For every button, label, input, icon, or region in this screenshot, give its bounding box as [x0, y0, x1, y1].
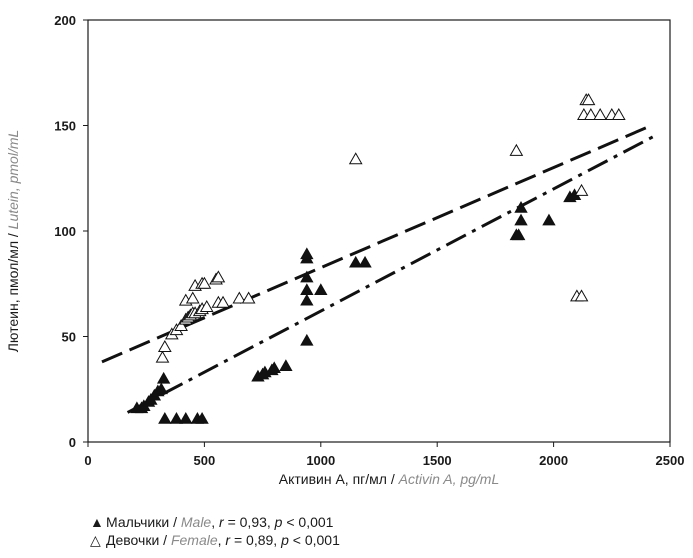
scatter-chart: 0 500 1000 1500 2000 2500 0 50 100 150 200 Активи…	[5, 13, 684, 487]
data-point-female	[211, 270, 226, 283]
plot-area-border	[87, 19, 671, 443]
y-axis-title-main: Лютеин, пмол/мл /	[5, 229, 21, 352]
x-tick-label: 0	[84, 453, 91, 468]
data-point-male	[314, 283, 328, 295]
data-point-female	[583, 107, 598, 120]
legend-stat-female: , r = 0,89, p < 0,001	[217, 532, 340, 548]
y-axis-title: Лютеин, пмол/мл / Lutein, pmol/mL	[5, 130, 21, 353]
data-point-male	[300, 333, 314, 346]
legend-label-female: Девочки	[106, 532, 160, 548]
data-point-female	[174, 318, 188, 331]
y-tick-label: 50	[62, 330, 76, 345]
data-point-male	[300, 293, 314, 306]
x-axis-title-english: Activin A, pg/mL	[398, 471, 500, 487]
data-point-male	[158, 411, 172, 424]
legend-english-female: Female	[170, 532, 218, 548]
data-point-female	[509, 143, 524, 156]
x-axis-ticks: 0 500 1000 1500 2000 2500	[84, 442, 684, 468]
data-point-female	[185, 291, 200, 304]
data-point-male	[514, 213, 528, 226]
data-point-female	[197, 276, 212, 289]
data-point-female	[574, 289, 589, 302]
data-point-male	[279, 359, 293, 371]
data-point-male	[154, 382, 169, 395]
x-tick-label: 1500	[423, 453, 452, 468]
data-point-female	[232, 291, 247, 304]
data-point-male	[542, 213, 556, 226]
y-tick-label: 100	[54, 224, 76, 239]
data-point-female	[155, 350, 170, 363]
plot-frame	[87, 19, 671, 443]
y-axis-title-english: Lutein, pmol/mL	[5, 130, 21, 230]
y-tick-label: 200	[54, 13, 76, 28]
data-point-female	[581, 93, 596, 106]
data-point-female	[241, 291, 256, 304]
x-axis-title-main: Активин А, пг/мл /	[279, 471, 399, 487]
data-point-female	[216, 295, 230, 308]
data-point-male	[195, 411, 209, 424]
legend-item-female: △ Девочки / Female, r = 0,89, p < 0,001	[90, 531, 340, 549]
x-axis-title: Активин А, пг/мл / Activin A, pg/mL	[279, 471, 500, 487]
x-tick-label: 500	[194, 453, 216, 468]
data-point-male	[300, 270, 314, 283]
filled-triangle-icon: ▲	[90, 514, 104, 530]
y-tick-label: 0	[69, 435, 76, 450]
legend-separator: /	[159, 532, 171, 548]
y-axis-ticks: 0 50 100 150 200	[54, 13, 88, 450]
x-tick-label: 1000	[306, 453, 335, 468]
data-point-female	[157, 340, 172, 353]
data-point-male	[349, 255, 363, 268]
legend-item-male: ▲ Мальчики / Male, r = 0,93, p < 0,001	[90, 513, 333, 531]
x-tick-label: 2500	[656, 453, 685, 468]
legend-separator: /	[169, 514, 181, 530]
trendlines	[101, 124, 660, 414]
data-point-male	[267, 361, 281, 374]
y-tick-label: 150	[54, 119, 76, 134]
data-point-male	[156, 371, 171, 384]
trendline-series-0	[126, 132, 660, 414]
data-points	[130, 93, 626, 424]
data-point-female	[574, 183, 589, 196]
data-point-male	[300, 283, 314, 295]
open-triangle-icon: △	[90, 532, 101, 548]
legend-english-male: Male	[180, 514, 212, 530]
data-point-male	[514, 200, 528, 213]
data-point-female	[348, 152, 363, 165]
legend-stat-male: , r = 0,93, p < 0,001	[211, 514, 334, 530]
data-point-male	[169, 411, 184, 424]
data-point-male	[358, 255, 372, 268]
data-point-male	[511, 228, 526, 241]
data-point-female	[199, 299, 214, 312]
x-tick-label: 2000	[539, 453, 568, 468]
data-point-male	[179, 411, 193, 424]
data-point-female	[611, 107, 626, 120]
legend-label-male: Мальчики	[106, 514, 170, 530]
data-point-male	[300, 247, 314, 260]
data-point-female	[593, 107, 608, 120]
